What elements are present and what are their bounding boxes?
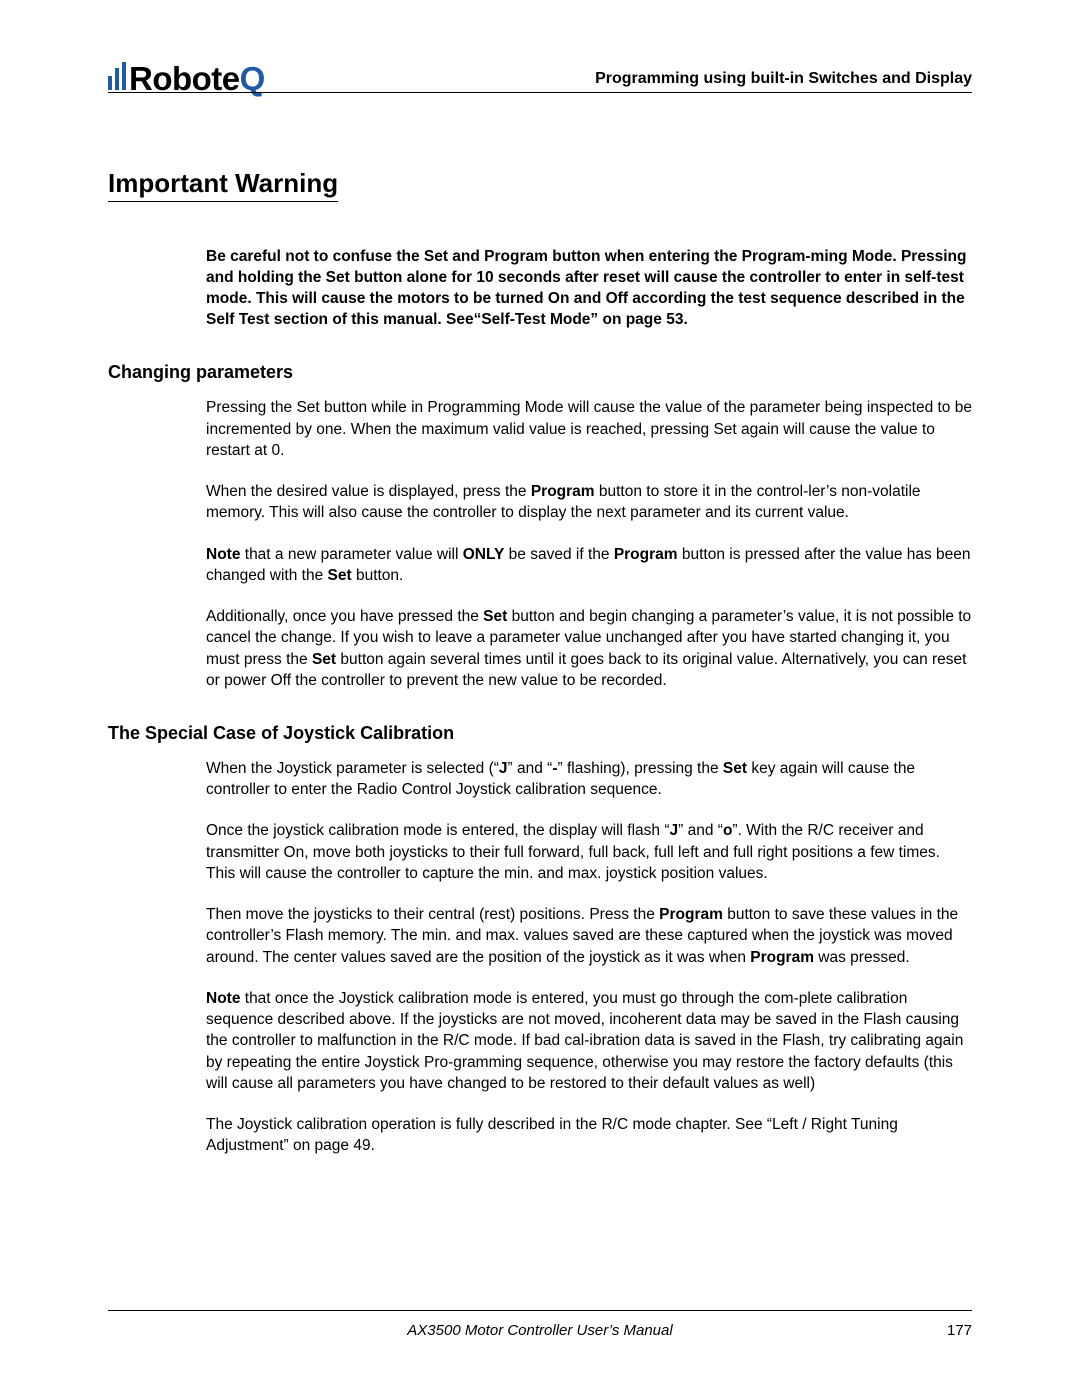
document-page: RoboteQ Programming using built-in Switc… [0, 0, 1080, 1397]
header-section-title: Programming using built-in Switches and … [595, 70, 972, 88]
paragraph: When the Joystick parameter is selected … [206, 758, 972, 800]
page-content: Important Warning Be careful not to conf… [108, 168, 972, 1177]
footer-page-number: 177 [947, 1322, 972, 1339]
header-rule [108, 92, 972, 93]
paragraph: Note that a new parameter value will ONL… [206, 544, 972, 586]
heading-important-warning: Important Warning [108, 168, 338, 202]
paragraph: Note that once the Joystick calibration … [206, 988, 972, 1094]
paragraph: The Joystick calibration operation is fu… [206, 1114, 972, 1156]
warning-block: Be careful not to confuse the Set and Pr… [206, 246, 972, 331]
logo-bars-icon [108, 62, 126, 90]
heading-changing-parameters: Changing parameters [108, 362, 972, 383]
footer-manual-title: AX3500 Motor Controller User’s Manual [108, 1322, 972, 1339]
paragraph: Once the joystick calibration mode is en… [206, 820, 972, 884]
warning-paragraph: Be careful not to confuse the Set and Pr… [206, 246, 972, 331]
section-changing-parameters: Pressing the Set button while in Program… [206, 397, 972, 691]
paragraph: When the desired value is displayed, pre… [206, 481, 972, 523]
paragraph: Additionally, once you have pressed the … [206, 606, 972, 691]
paragraph: Then move the joysticks to their central… [206, 904, 972, 968]
paragraph: Pressing the Set button while in Program… [206, 397, 972, 461]
footer-rule [108, 1310, 972, 1311]
section-joystick-calibration: When the Joystick parameter is selected … [206, 758, 972, 1157]
heading-joystick-calibration: The Special Case of Joystick Calibration [108, 723, 972, 744]
